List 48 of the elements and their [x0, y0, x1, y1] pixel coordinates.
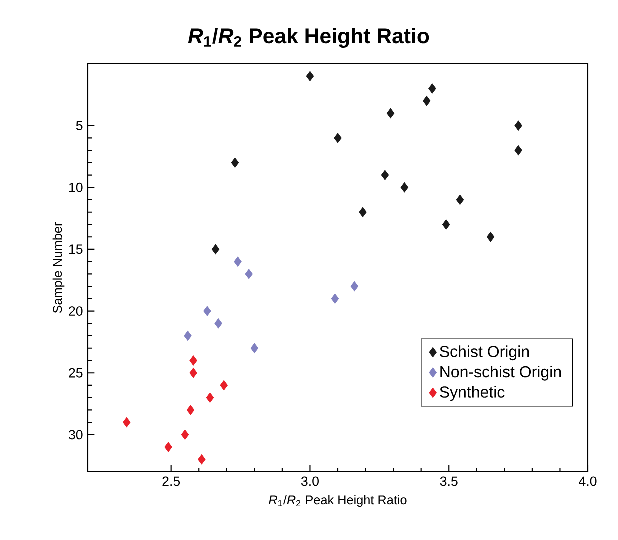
y-tick-label: 30 — [68, 430, 83, 440]
legend-label: Non-schist Origin — [440, 366, 562, 381]
point — [400, 182, 409, 193]
point — [386, 108, 395, 119]
point — [245, 269, 253, 280]
y-axis-title: Sample Number — [52, 222, 65, 314]
point — [234, 256, 242, 267]
point — [212, 244, 220, 255]
point — [381, 170, 390, 180]
y-tick-label: 25 — [69, 368, 83, 378]
x-axis-title: R$_{1}$/R$_{2}$ Peak Height Ratio — [269, 495, 407, 508]
point — [214, 318, 222, 329]
point — [514, 120, 522, 131]
legend-label: Synthetic — [440, 386, 505, 402]
point — [186, 405, 195, 416]
point — [428, 84, 436, 94]
point — [190, 356, 198, 366]
point — [514, 145, 522, 156]
point — [123, 417, 131, 428]
point — [206, 392, 214, 403]
y-tick-label: 5 — [76, 121, 83, 130]
point — [190, 368, 198, 378]
point — [184, 330, 192, 342]
legend-label: Schist Origin — [440, 346, 530, 361]
x-tick-label: 3.5 — [440, 476, 458, 486]
point — [306, 71, 314, 82]
point — [423, 96, 431, 106]
point — [331, 294, 340, 304]
y-tick-label: 15 — [69, 244, 83, 254]
point — [250, 343, 259, 354]
chart-title: R$_{1}$/R$_{2}$ Peak Height Ratio — [188, 28, 430, 48]
point — [456, 194, 464, 206]
point — [204, 306, 212, 316]
point — [220, 380, 228, 391]
point — [350, 281, 359, 292]
point — [231, 158, 240, 168]
point — [334, 133, 342, 144]
point — [164, 442, 172, 452]
point — [359, 207, 367, 218]
x-tick-label: 2.5 — [162, 476, 180, 486]
y-tick-label: 10 — [69, 182, 83, 192]
point — [486, 232, 495, 242]
x-tick-label: 4.0 — [579, 476, 597, 486]
point — [198, 454, 206, 465]
point — [442, 220, 450, 230]
x-tick-label: 3.0 — [301, 476, 319, 486]
point — [181, 430, 190, 440]
y-tick-label: 20 — [69, 306, 83, 316]
